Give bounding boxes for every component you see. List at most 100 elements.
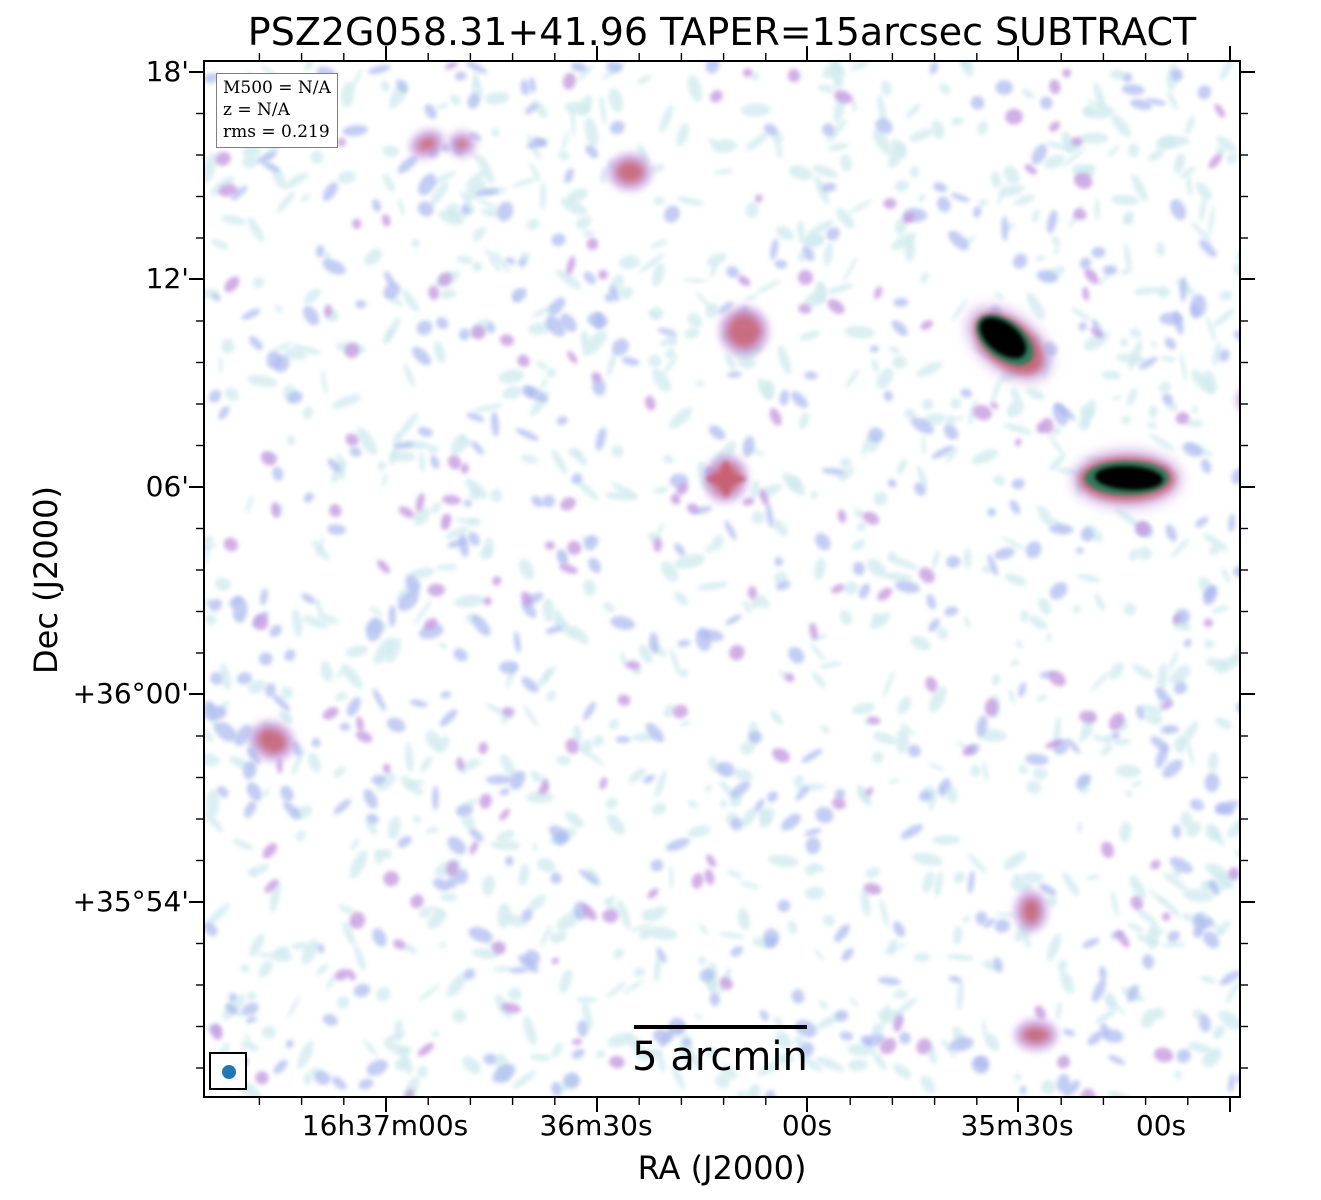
emission-blob bbox=[458, 533, 469, 558]
emission-blob bbox=[464, 179, 486, 202]
emission-blob bbox=[395, 79, 408, 93]
emission-blob bbox=[682, 278, 709, 283]
emission-blob bbox=[932, 835, 961, 845]
emission-blob bbox=[320, 661, 334, 682]
emission-blob bbox=[329, 504, 342, 518]
emission-blob bbox=[1127, 143, 1140, 158]
emission-blob bbox=[247, 680, 266, 694]
emission-blob bbox=[991, 379, 1001, 404]
emission-blob bbox=[1107, 1054, 1126, 1065]
emission-blob bbox=[431, 171, 456, 186]
emission-blob bbox=[572, 448, 587, 466]
emission-blob bbox=[817, 282, 827, 303]
emission-blob bbox=[241, 156, 258, 169]
emission-blob bbox=[944, 606, 959, 617]
emission-blob bbox=[1197, 85, 1212, 100]
emission-blob bbox=[240, 964, 250, 973]
emission-blob bbox=[887, 478, 897, 488]
emission-blob bbox=[372, 199, 382, 212]
emission-blob bbox=[611, 482, 639, 500]
emission-blob bbox=[775, 1031, 792, 1050]
emission-blob bbox=[704, 869, 715, 885]
emission-blob bbox=[1101, 370, 1121, 381]
emission-blob bbox=[281, 711, 293, 723]
emission-blob bbox=[904, 409, 917, 420]
emission-blob bbox=[346, 697, 361, 717]
emission-blob bbox=[447, 539, 466, 548]
emission-blob bbox=[301, 193, 310, 202]
emission-blob bbox=[1051, 426, 1061, 436]
emission-blob bbox=[932, 549, 940, 569]
emission-blob bbox=[500, 754, 516, 779]
emission-blob bbox=[730, 781, 751, 798]
emission-blob bbox=[1180, 352, 1187, 383]
emission-blob bbox=[465, 171, 486, 188]
emission-blob bbox=[1192, 927, 1203, 938]
emission-blob bbox=[511, 287, 527, 303]
emission-blob bbox=[1216, 135, 1237, 153]
emission-blob bbox=[767, 854, 799, 867]
emission-blob bbox=[1049, 79, 1061, 94]
emission-blob bbox=[1149, 433, 1176, 452]
emission-blob bbox=[994, 919, 1011, 933]
emission-blob bbox=[909, 128, 933, 142]
emission-blob bbox=[394, 1047, 413, 1055]
emission-blob bbox=[1167, 90, 1178, 110]
emission-blob bbox=[668, 407, 693, 429]
emission-blob bbox=[521, 676, 539, 693]
emission-blob bbox=[499, 788, 510, 796]
emission-blob bbox=[1046, 933, 1062, 962]
emission-blob bbox=[839, 609, 853, 626]
emission-blob bbox=[868, 427, 884, 443]
emission-blob bbox=[1208, 153, 1222, 169]
emission-blob bbox=[1021, 88, 1035, 100]
emission-blob bbox=[737, 275, 751, 287]
emission-blob bbox=[1160, 356, 1176, 362]
emission-blob bbox=[393, 939, 406, 950]
emission-blob bbox=[914, 482, 926, 496]
emission-blob bbox=[496, 830, 515, 842]
emission-blob bbox=[397, 155, 418, 174]
emission-blob bbox=[521, 591, 533, 606]
y-axis-title: Dec (J2000) bbox=[27, 486, 65, 674]
emission-blob bbox=[968, 854, 987, 874]
emission-blob bbox=[854, 508, 865, 519]
emission-blob bbox=[1185, 114, 1195, 136]
emission-blob bbox=[473, 403, 504, 413]
emission-blob bbox=[582, 701, 596, 721]
emission-blob bbox=[945, 446, 958, 463]
emission-blob bbox=[364, 248, 383, 266]
emission-blob bbox=[261, 160, 280, 173]
emission-blob bbox=[214, 721, 237, 742]
emission-blob bbox=[810, 490, 818, 500]
emission-blob bbox=[727, 314, 761, 348]
emission-blob bbox=[1140, 704, 1162, 716]
emission-blob bbox=[1049, 582, 1068, 600]
emission-blob bbox=[687, 503, 699, 514]
emission-blob bbox=[410, 894, 424, 909]
emission-blob bbox=[1186, 175, 1193, 196]
emission-blob bbox=[260, 451, 277, 466]
emission-blob bbox=[405, 742, 414, 773]
emission-blob bbox=[529, 1053, 552, 1062]
emission-blob bbox=[1080, 527, 1094, 542]
emission-blob bbox=[243, 760, 257, 780]
emission-blob bbox=[904, 237, 916, 262]
emission-blob bbox=[1203, 585, 1218, 606]
emission-blob bbox=[656, 947, 667, 964]
emission-blob bbox=[276, 946, 289, 956]
emission-blob bbox=[373, 637, 395, 665]
emission-blob bbox=[315, 245, 325, 258]
emission-blob bbox=[879, 898, 889, 928]
emission-blob bbox=[210, 176, 235, 196]
emission-blob bbox=[648, 354, 662, 368]
emission-blob bbox=[205, 543, 217, 551]
emission-blob bbox=[737, 907, 750, 931]
emission-blob bbox=[1163, 725, 1180, 734]
emission-blob bbox=[1148, 404, 1158, 419]
emission-blob bbox=[836, 207, 855, 229]
emission-blob bbox=[1003, 165, 1020, 185]
emission-blob bbox=[657, 522, 664, 537]
emission-blob bbox=[629, 923, 653, 932]
emission-blob bbox=[815, 806, 834, 824]
